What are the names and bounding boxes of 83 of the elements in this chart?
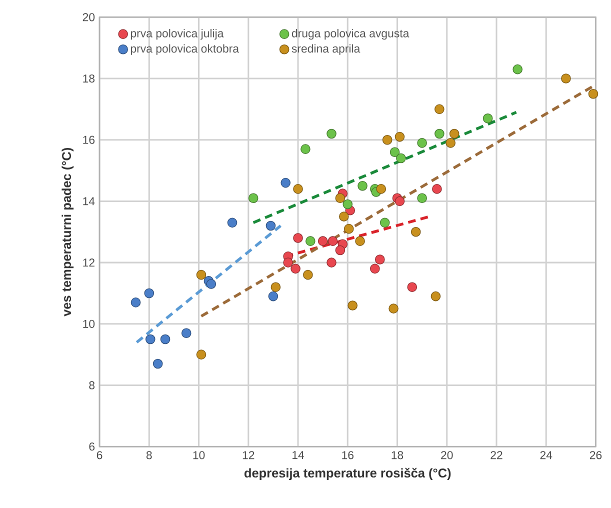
x-tick-label: 20	[441, 451, 453, 460]
x-tick-label: 10	[193, 451, 205, 460]
point	[283, 258, 293, 268]
point	[417, 193, 427, 204]
point	[130, 298, 141, 308]
point	[300, 144, 310, 154]
point	[206, 279, 216, 290]
point	[512, 64, 522, 74]
point	[482, 114, 493, 124]
y-tick-label: 12	[83, 258, 94, 267]
point	[561, 74, 571, 84]
point	[266, 221, 276, 231]
point	[144, 288, 154, 298]
point	[417, 138, 427, 148]
point	[326, 129, 336, 139]
point	[344, 224, 354, 234]
y-tick-label: 16	[83, 136, 95, 144]
point	[382, 135, 392, 145]
point	[318, 236, 328, 246]
legend-label: prva polovica oktobra	[130, 44, 240, 56]
x-tick-label: 14	[292, 451, 304, 460]
y-tick-label: 18	[83, 74, 95, 83]
x-tick-label: 8	[146, 451, 152, 460]
point	[181, 328, 192, 338]
y-tick-label: 10	[83, 320, 95, 328]
point	[410, 227, 421, 237]
point	[152, 359, 163, 369]
point	[407, 282, 418, 292]
x-tick-label: 18	[392, 451, 404, 460]
point	[396, 154, 406, 164]
x-tick-label: 26	[590, 451, 602, 460]
point	[388, 304, 398, 314]
point	[280, 178, 291, 188]
point	[394, 132, 405, 142]
point	[335, 193, 346, 204]
point	[326, 258, 336, 268]
x-axis-title: depresija temperature rosišča (°C)	[244, 468, 451, 480]
point	[328, 236, 338, 246]
point	[306, 236, 316, 246]
point	[293, 184, 303, 194]
x-tick-label: 16	[342, 451, 354, 460]
point	[303, 270, 313, 280]
y-tick-label: 6	[89, 442, 95, 451]
point	[380, 218, 390, 228]
point	[335, 246, 346, 256]
point	[355, 236, 365, 246]
point	[196, 350, 206, 360]
legend-label: druga polovica avgusta	[292, 29, 410, 40]
point	[248, 193, 258, 204]
point	[339, 212, 349, 222]
point	[394, 196, 405, 206]
point	[370, 264, 380, 274]
point	[432, 184, 442, 194]
point	[160, 334, 170, 344]
y-tick-label: 8	[89, 381, 95, 390]
point	[446, 138, 456, 148]
point	[430, 292, 441, 302]
point	[196, 270, 206, 280]
point	[588, 89, 598, 99]
point	[449, 129, 460, 139]
y-tick-label: 20	[82, 13, 95, 22]
point	[268, 292, 278, 302]
point	[270, 282, 281, 292]
y-tick-label: 14	[83, 197, 95, 206]
x-tick-label: 22	[490, 451, 502, 460]
point	[145, 334, 156, 344]
x-tick-label: 24	[540, 451, 552, 460]
point	[434, 129, 444, 139]
point	[376, 184, 386, 194]
x-tick-label: 12	[242, 451, 254, 460]
point	[434, 104, 444, 114]
y-axis-title: ves temperaturni padec (°C)	[62, 148, 74, 317]
point	[290, 264, 300, 274]
point	[390, 147, 400, 158]
legend-label: prva polovica julija	[130, 29, 224, 40]
point	[342, 200, 353, 210]
point	[227, 218, 238, 228]
point	[293, 233, 303, 244]
x-tick-label: 6	[96, 451, 102, 460]
point	[374, 254, 385, 265]
point	[358, 181, 368, 191]
legend-label: sredina aprila	[292, 44, 360, 56]
point	[348, 300, 358, 311]
